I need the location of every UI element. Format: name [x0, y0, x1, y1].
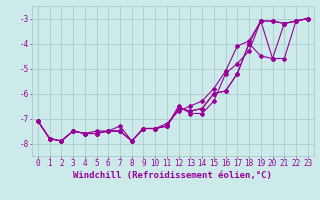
X-axis label: Windchill (Refroidissement éolien,°C): Windchill (Refroidissement éolien,°C) [73, 171, 272, 180]
